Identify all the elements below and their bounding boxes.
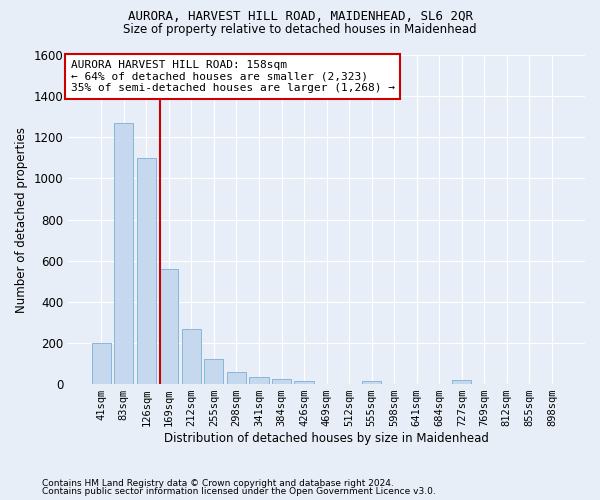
Bar	[137, 158, 156, 384]
Text: Contains public sector information licensed under the Open Government Licence v3: Contains public sector information licen…	[42, 487, 436, 496]
Bar	[452, 380, 472, 384]
Text: AURORA HARVEST HILL ROAD: 158sqm
← 64% of detached houses are smaller (2,323)
35: AURORA HARVEST HILL ROAD: 158sqm ← 64% o…	[71, 60, 395, 93]
Text: AURORA, HARVEST HILL ROAD, MAIDENHEAD, SL6 2QR: AURORA, HARVEST HILL ROAD, MAIDENHEAD, S…	[128, 10, 473, 23]
Bar	[114, 123, 133, 384]
Text: Contains HM Land Registry data © Crown copyright and database right 2024.: Contains HM Land Registry data © Crown c…	[42, 478, 394, 488]
Bar	[159, 269, 178, 384]
Bar	[250, 377, 269, 384]
Text: Size of property relative to detached houses in Maidenhead: Size of property relative to detached ho…	[123, 22, 477, 36]
Bar	[295, 381, 314, 384]
Bar	[182, 328, 201, 384]
X-axis label: Distribution of detached houses by size in Maidenhead: Distribution of detached houses by size …	[164, 432, 489, 445]
Bar	[272, 379, 291, 384]
Bar	[205, 360, 223, 384]
Bar	[362, 381, 381, 384]
Y-axis label: Number of detached properties: Number of detached properties	[15, 126, 28, 312]
Bar	[227, 372, 246, 384]
Bar	[92, 343, 111, 384]
